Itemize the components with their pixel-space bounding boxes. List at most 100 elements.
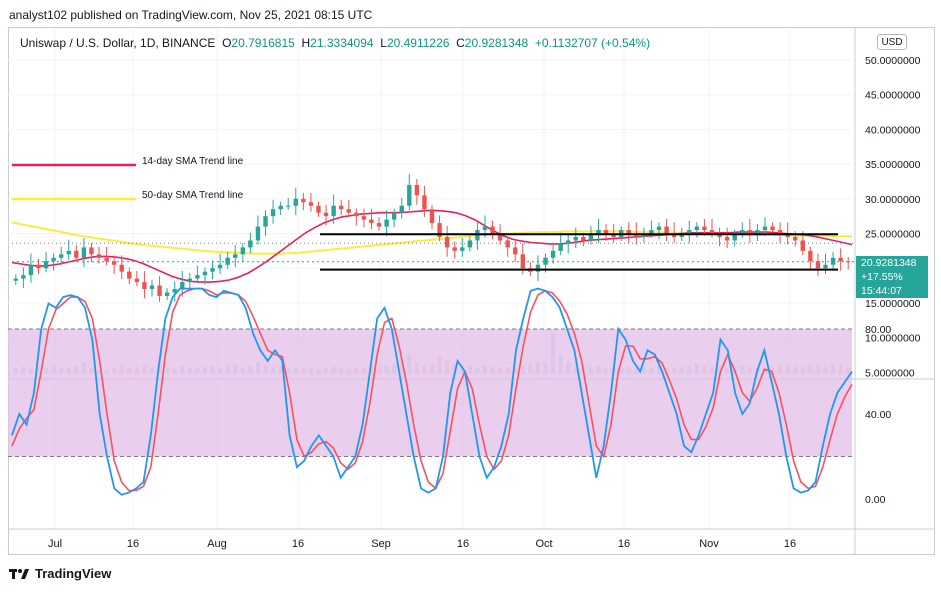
candle-body: [717, 233, 722, 237]
candle-body: [104, 257, 109, 262]
high-value: 21.3334094: [310, 36, 374, 50]
stoch-tick-label: 40.00: [865, 409, 891, 421]
candle-body: [13, 278, 18, 281]
candle-body: [550, 250, 556, 258]
candle-body: [111, 261, 117, 265]
candle-body: [785, 233, 790, 237]
candle-body: [210, 268, 215, 272]
candle-body: [384, 219, 389, 227]
candle-body: [747, 230, 753, 234]
trend-lines-layer: [12, 233, 855, 271]
candle-body: [641, 233, 647, 237]
candle-body: [634, 233, 639, 237]
candle-body: [36, 264, 41, 269]
candle-body: [43, 261, 49, 269]
price-tick-label: 35.0000000: [865, 159, 921, 171]
candle-body: [671, 233, 677, 237]
candle-body: [460, 247, 465, 251]
candle-body: [452, 247, 457, 251]
candle-body: [429, 209, 435, 224]
candle-body: [513, 247, 518, 255]
candle-body: [475, 230, 480, 241]
candle-body: [157, 285, 162, 296]
candle-body: [58, 254, 64, 258]
candle-body: [248, 240, 253, 248]
publisher-caption: analyst102 published on TradingView.com,…: [9, 8, 373, 22]
candle-body: [134, 278, 140, 283]
candle-body: [278, 205, 283, 210]
candle-body: [573, 236, 578, 241]
time-tick-label: Sep: [371, 538, 391, 550]
candle-body: [649, 230, 654, 234]
candle-body: [414, 184, 420, 196]
stochastic-layer: 80.00 40.00 0.00: [8, 287, 891, 506]
stoch-k-line: [11, 287, 853, 496]
candle-body: [535, 264, 541, 272]
tradingview-logo-icon: [9, 568, 29, 579]
low-label: L: [380, 36, 387, 50]
candle-body: [89, 247, 94, 255]
candle-body: [740, 230, 745, 234]
candle-body: [164, 292, 170, 296]
candle-body: [596, 230, 601, 234]
candle-body: [202, 271, 208, 276]
candle-body: [732, 233, 737, 241]
candle-body: [255, 226, 261, 241]
candle-body: [566, 240, 571, 244]
price-tick-label: 40.0000000: [865, 124, 921, 136]
current-price: 20.9281348: [861, 257, 917, 269]
close-label: C: [456, 36, 465, 50]
sma50-legend-label: 50-day SMA Trend line: [142, 190, 244, 201]
candle-body: [354, 212, 359, 217]
candle-body: [815, 261, 821, 269]
candle-body: [301, 198, 306, 203]
candle-body: [407, 184, 412, 206]
open-value: 20.7916815: [231, 36, 295, 50]
currency-button[interactable]: USD: [877, 34, 907, 50]
time-tick-label: 16: [784, 538, 796, 550]
candle-body: [467, 240, 473, 248]
symbol-title: Uniswap / U.S. Dollar, 1D, BINANCE: [20, 36, 216, 50]
candle-body: [656, 226, 662, 231]
candle-body: [724, 236, 730, 241]
candle-body: [505, 240, 510, 248]
time-tick-label: Aug: [207, 538, 227, 550]
price-tick-label: 45.0000000: [865, 90, 921, 102]
candle-body: [422, 195, 427, 210]
candle-body: [233, 254, 238, 258]
candle-body: [293, 198, 298, 206]
candle-body: [588, 233, 594, 241]
time-tick-label: 16: [127, 538, 139, 550]
candle-body: [361, 216, 367, 220]
candle-body: [679, 233, 684, 237]
candle-body: [51, 257, 56, 262]
candle-layer: [13, 173, 851, 302]
candle-body: [702, 226, 707, 231]
candle-body: [490, 226, 495, 234]
time-axis-layer: Jul 16 Aug 16 Sep 16 Oct 16 Nov 16: [48, 538, 796, 550]
legend-layer: 14-day SMA Trend line 50-day SMA Trend li…: [12, 156, 244, 201]
time-tick-label: 16: [292, 538, 304, 550]
candle-body: [603, 230, 609, 234]
candle-body: [346, 209, 351, 213]
symbol-ohlc-legend: Uniswap / U.S. Dollar, 1D, BINANCE O20.7…: [20, 36, 650, 50]
candle-body: [800, 240, 806, 251]
candle-body: [119, 264, 124, 272]
candle-body: [74, 250, 79, 258]
stoch-tick-label: 0.00: [865, 494, 886, 506]
chart-frame[interactable]: [8, 27, 935, 555]
price-tick-label: 25.0000000: [865, 229, 921, 241]
candle-body: [611, 233, 616, 237]
candle-body: [187, 278, 193, 283]
candle-body: [338, 205, 344, 210]
candle-body: [755, 230, 760, 234]
footer-brand[interactable]: TradingView: [9, 566, 111, 581]
candle-body: [240, 247, 246, 255]
candle-body: [762, 226, 768, 231]
candle-body: [66, 250, 71, 255]
candle-body: [399, 205, 404, 213]
candle-body: [838, 257, 843, 262]
candle-body: [543, 257, 548, 265]
stoch-d-line: [11, 287, 853, 492]
